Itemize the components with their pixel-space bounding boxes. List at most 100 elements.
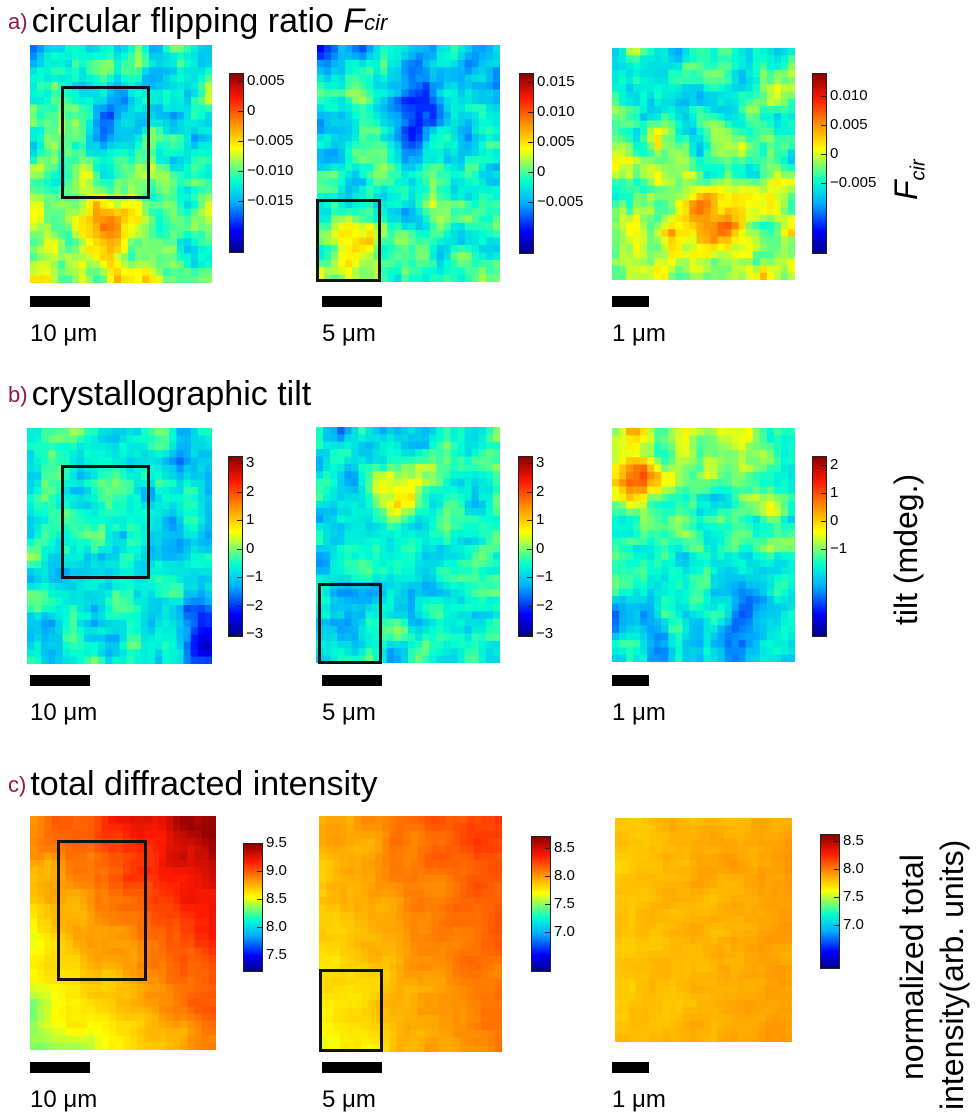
heatmap-cell [114, 238, 122, 247]
heatmap-cell [51, 164, 59, 173]
heatmap-cell [393, 493, 402, 502]
heatmap-cell [640, 486, 648, 495]
heatmap-cell [331, 185, 339, 194]
heatmap-cell [366, 148, 374, 157]
heatmap-cell [51, 171, 59, 180]
heatmap-cell [703, 508, 712, 517]
heatmap-cell [386, 522, 395, 531]
heatmap-cell [79, 89, 87, 98]
heatmap-cell [198, 126, 206, 135]
heatmap-cell [330, 456, 338, 465]
heatmap-cell [386, 478, 395, 487]
heatmap-cell [86, 171, 94, 180]
heatmap-cell [703, 581, 712, 590]
heatmap-cell [766, 84, 775, 93]
heatmap-cell [198, 111, 206, 120]
heatmap-cell [619, 229, 627, 238]
heatmap-cell [745, 537, 754, 546]
heatmap-cell [450, 111, 459, 120]
heatmap-cell [668, 508, 676, 517]
heatmap-cell [48, 516, 57, 525]
heatmap-cell [351, 456, 360, 465]
heatmap-cell [162, 656, 170, 664]
heatmap-cell [703, 77, 712, 85]
heatmap-cell [408, 185, 417, 194]
heatmap-cell [787, 530, 795, 539]
heatmap-cell [121, 97, 129, 106]
heatmap-cell [703, 106, 712, 114]
heatmap-cell [48, 619, 57, 628]
heatmap-cell [654, 545, 662, 553]
heatmap-cell [394, 111, 403, 120]
heatmap-cell [121, 119, 129, 128]
heatmap-cell [408, 170, 417, 179]
heatmap-cell [724, 625, 733, 634]
heatmap-cell [34, 575, 42, 584]
heatmap-cell [176, 450, 185, 459]
heatmap-cell [766, 530, 775, 539]
heatmap-cell [48, 590, 57, 599]
heatmap-cell [358, 559, 367, 568]
heatmap-cell [478, 596, 487, 605]
heatmap-cell [464, 215, 473, 224]
heatmap-cell [668, 193, 676, 201]
heatmap-cell [408, 252, 417, 261]
heatmap-cell [345, 252, 353, 261]
heatmap-cell [717, 207, 726, 216]
heatmap-cell [69, 494, 78, 503]
heatmap-cell [675, 640, 683, 648]
heatmap-cell [492, 618, 500, 627]
heatmap-cell [72, 119, 80, 128]
heatmap-cell [98, 479, 106, 488]
heatmap-cell [121, 141, 129, 150]
heatmap-cell [197, 501, 206, 510]
heatmap-cell [612, 77, 620, 85]
heatmap-cell [647, 127, 655, 136]
heatmap-cell [457, 522, 466, 531]
heatmap-cell [169, 501, 178, 510]
heatmap-cell [352, 230, 360, 239]
heatmap-cell [471, 207, 480, 216]
heatmap-cell [633, 566, 641, 575]
heatmap-cell [724, 77, 733, 85]
heatmap-cell [156, 104, 164, 113]
heatmap-cell [176, 619, 185, 628]
heatmap-cell [612, 185, 620, 194]
heatmap-cell [121, 245, 129, 254]
heatmap-cell [169, 560, 178, 569]
heatmap-cell [183, 627, 192, 636]
heatmap-cell [358, 589, 367, 598]
heatmap-cell [401, 74, 410, 83]
heatmap-cell [429, 522, 437, 531]
heatmap-cell [140, 597, 149, 606]
heatmap-cell [696, 647, 705, 656]
heatmap-cell [780, 428, 789, 436]
heatmap-cell [682, 84, 691, 93]
heatmap-cell [337, 486, 345, 494]
heatmap-cell [710, 48, 719, 56]
heatmap-cell [724, 62, 733, 71]
heatmap-cell [126, 509, 135, 518]
heatmap-cell [105, 538, 113, 547]
heatmap-cell [44, 223, 52, 232]
heatmap-cell [415, 581, 423, 590]
heatmap-cell [98, 597, 106, 606]
heatmap-cell [344, 434, 352, 443]
heatmap-cell [738, 236, 747, 245]
heatmap-cell [387, 52, 396, 61]
heatmap-cell [177, 275, 185, 283]
heatmap-cell [478, 200, 487, 209]
heatmap-cell [710, 193, 719, 201]
heatmap-cell [471, 252, 480, 261]
heatmap-cell [107, 208, 115, 217]
heatmap-cell [169, 634, 178, 643]
heatmap-cell [710, 84, 719, 93]
heatmap-cell [190, 568, 199, 577]
heatmap-cell [647, 428, 655, 436]
heatmap-cell [324, 178, 332, 187]
heatmap-cell [415, 45, 424, 54]
heatmap-cell [65, 111, 73, 120]
heatmap-cell [612, 120, 620, 129]
heatmap-cell [83, 590, 92, 599]
heatmap-cell [401, 52, 410, 61]
